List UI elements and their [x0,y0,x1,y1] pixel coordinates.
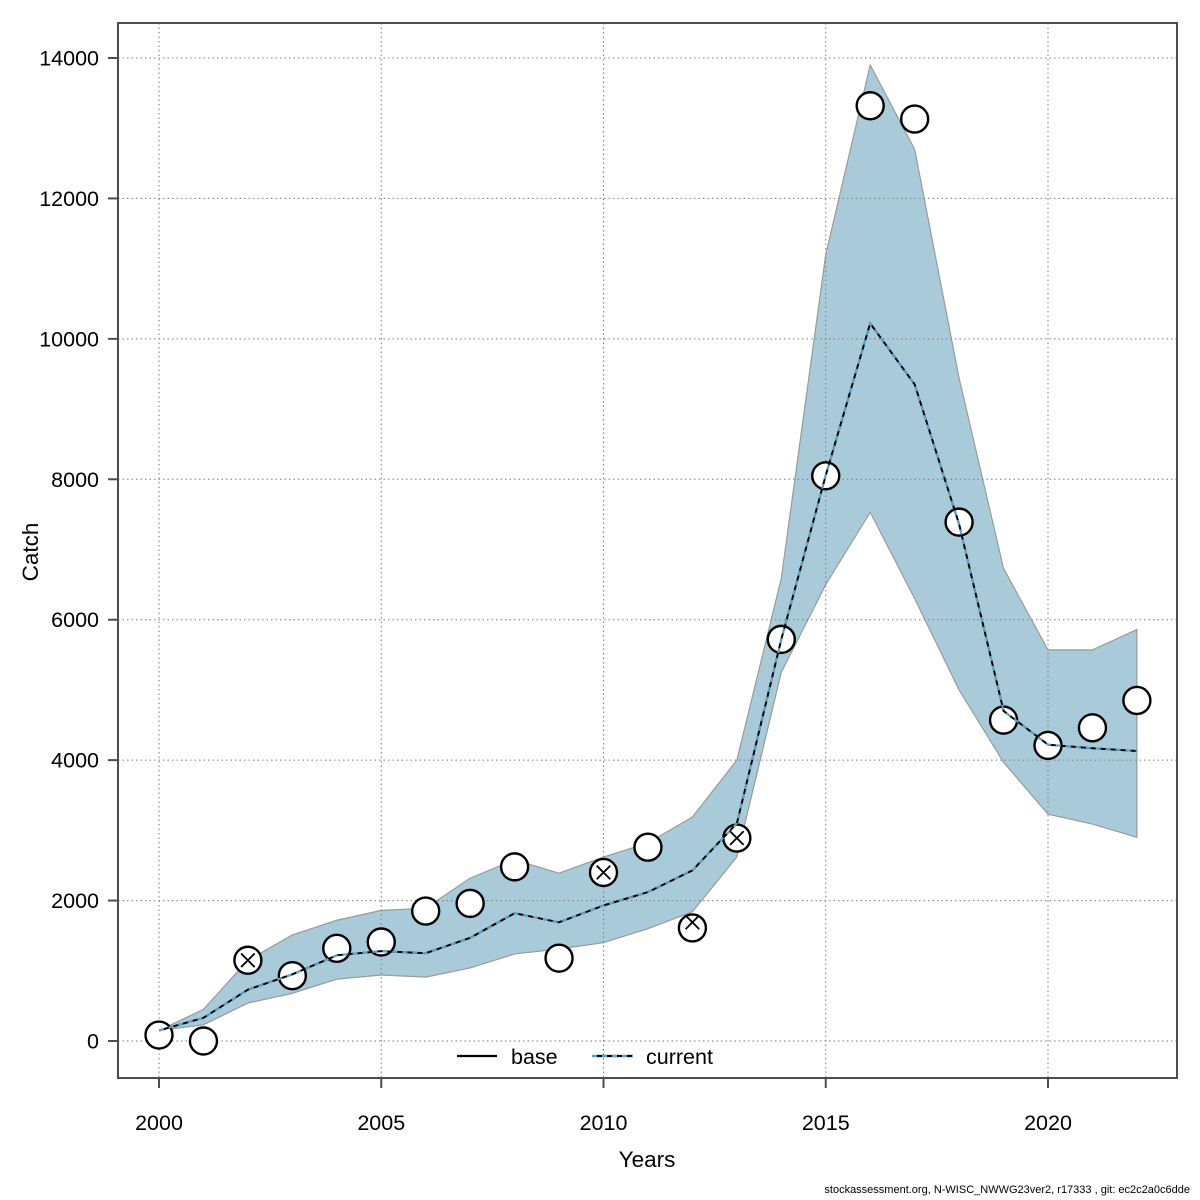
x-tick-label: 2015 [802,1111,850,1135]
legend: base current [457,1045,713,1069]
observation-circle [855,91,885,121]
observation-circle [1122,685,1152,716]
y-tick-label: 2000 [51,889,99,913]
observation-circle [322,933,352,964]
legend-base-label: base [511,1045,558,1069]
y-tick-label: 14000 [39,47,99,71]
observation-circle [544,943,574,973]
legend-current-label: current [646,1045,713,1069]
observation-cross [684,914,700,930]
y-axis-title: Catch [18,523,43,582]
x-axis-title: Years [619,1147,676,1172]
fit-lines-layer [158,321,1137,1032]
x-tick-label: 2010 [580,1111,628,1135]
cross-marks-layer [240,830,745,968]
observation-cross [240,952,256,968]
plot-border [117,22,1178,1079]
observation-circle [455,888,485,919]
footer-attribution: stockassessment.org, N-WISC_NWWG23ver2, … [824,1184,1190,1196]
confidence-band-layer [158,63,1138,1032]
observation-circle [899,104,930,134]
current-line [158,321,1137,1032]
x-tick-label: 2020 [1024,1111,1072,1135]
observation-circle [499,852,530,882]
observation-circle [144,1020,174,1050]
y-tick-label: 8000 [51,468,99,492]
axis-ticks-layer [108,57,1049,1088]
observation-circle [1077,713,1108,743]
x-tick-label: 2000 [135,1111,183,1135]
observation-circle [633,832,663,862]
y-tick-label: 0 [87,1030,99,1054]
observation-circle [188,1026,219,1056]
y-tick-label: 12000 [39,187,99,211]
observation-circle [366,927,396,957]
observation-cross [729,830,745,846]
grid-layer [118,23,1177,1078]
confidence-band [158,63,1138,1032]
observation-circle [277,961,308,991]
tick-labels-layer: 2000 2005 2010 2015 2020 0 2000 4000 6000 8000 100… [39,47,1072,1136]
observation-circle [677,913,708,943]
observation-cross [596,865,611,880]
observation-circle [411,896,441,926]
y-tick-label: 6000 [51,608,99,632]
y-tick-label: 10000 [39,327,99,351]
y-tick-label: 4000 [51,749,99,773]
x-tick-label: 2005 [357,1111,405,1135]
